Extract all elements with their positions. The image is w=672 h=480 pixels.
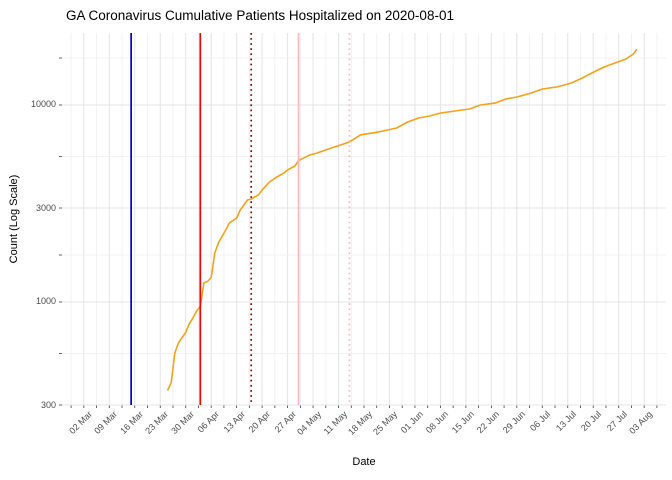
hospitalized-cumulative-line (166, 48, 638, 391)
x-axis-title: Date (352, 456, 376, 468)
y-tick-label: 300 (40, 399, 56, 410)
chart-title: GA Coronavirus Cumulative Patients Hospi… (66, 8, 454, 23)
y-tick-label: 10000 (30, 99, 56, 110)
y-tick-label: 3000 (35, 202, 56, 213)
y-tick-label: 1000 (35, 296, 56, 307)
